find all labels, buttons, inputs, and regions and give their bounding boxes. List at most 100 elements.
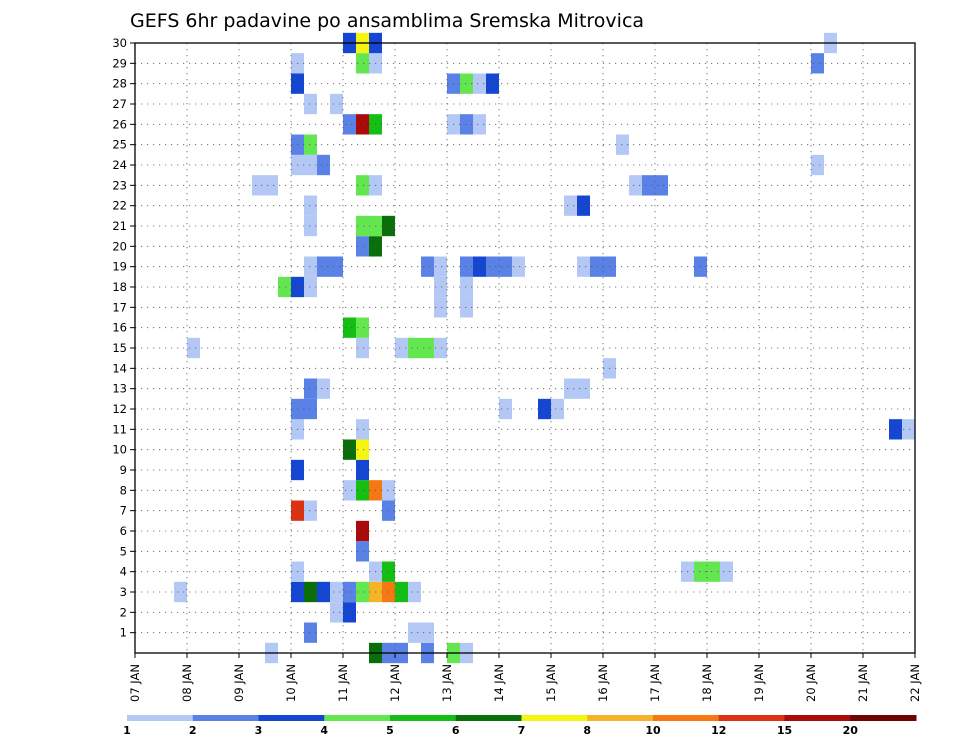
legend-swatch xyxy=(192,715,259,721)
y-tick-label: 5 xyxy=(120,544,127,558)
heatmap-cell xyxy=(590,256,603,277)
legend-swatch xyxy=(258,715,325,721)
heatmap-cell xyxy=(304,622,317,643)
y-tick-label: 25 xyxy=(112,138,127,152)
x-tick-label: 21 JAN xyxy=(856,664,870,702)
y-tick-label: 24 xyxy=(112,158,127,172)
heatmap-cell xyxy=(330,93,343,115)
y-tick-label: 2 xyxy=(120,605,127,619)
heatmap-cell xyxy=(564,378,577,399)
heatmap-cell xyxy=(356,541,369,562)
y-tick-label: 4 xyxy=(120,565,127,579)
legend-label: 6 xyxy=(452,724,460,737)
heatmap-cell xyxy=(382,581,395,603)
heatmap-cell xyxy=(356,459,369,481)
legend-label: 5 xyxy=(386,724,394,737)
heatmap-cell xyxy=(720,561,733,582)
x-tick-label: 12 JAN xyxy=(388,664,402,702)
heatmap-cell xyxy=(460,297,473,318)
heatmap-cell xyxy=(486,73,499,94)
heatmap-cell xyxy=(434,337,447,359)
heatmap-cell xyxy=(460,256,473,277)
heatmap-cell xyxy=(577,256,590,277)
legend-label: 1 xyxy=(123,724,131,737)
heatmap-cell xyxy=(395,337,408,359)
legend-swatch xyxy=(390,715,457,721)
y-tick-label: 22 xyxy=(112,199,127,213)
heatmap-cell xyxy=(434,256,447,277)
y-tick-label: 19 xyxy=(112,260,127,274)
heatmap-cell xyxy=(304,500,317,521)
legend-label: 8 xyxy=(583,724,591,737)
heatmap-cell xyxy=(317,378,330,399)
legend-swatch xyxy=(127,715,194,721)
legend-label: 7 xyxy=(518,724,526,737)
heatmap-cell xyxy=(382,480,395,501)
legend-swatch xyxy=(850,715,917,721)
heatmap-cell xyxy=(473,73,486,94)
heatmap-cell xyxy=(356,236,369,257)
heatmap-cell xyxy=(538,398,551,420)
grid-lines xyxy=(135,43,915,653)
heatmap-cell xyxy=(382,561,395,582)
heatmap-cell xyxy=(655,175,668,196)
heatmap-cell xyxy=(265,175,278,196)
x-tick-label: 08 JAN xyxy=(180,664,194,702)
legend-swatch xyxy=(324,715,391,721)
heatmap-cell xyxy=(811,53,824,74)
legend-swatch xyxy=(784,715,851,721)
y-tick-label: 20 xyxy=(112,239,127,253)
heatmap-cell xyxy=(434,276,447,298)
heatmap-cell xyxy=(694,256,707,277)
heatmap-cell xyxy=(629,175,642,196)
legend-label: 20 xyxy=(843,724,859,737)
x-tick-label: 13 JAN xyxy=(440,664,454,702)
heatmap-cell xyxy=(174,581,187,603)
heatmap-cell xyxy=(460,114,473,135)
heatmap-cell xyxy=(564,195,577,216)
heatmap-cell xyxy=(252,175,265,196)
heatmap-cell xyxy=(421,256,434,277)
heatmap-cell xyxy=(187,337,200,359)
legend-swatch xyxy=(455,715,522,721)
heatmap-cell xyxy=(473,256,486,277)
heatmap-cell xyxy=(382,215,395,237)
heatmap-cell xyxy=(317,154,330,176)
heatmap-cell xyxy=(460,276,473,298)
heatmap-cell xyxy=(902,419,915,440)
x-tick-label: 19 JAN xyxy=(752,664,766,702)
y-tick-label: 3 xyxy=(120,585,127,599)
y-tick-label: 12 xyxy=(112,402,127,416)
heatmap-cell xyxy=(304,276,317,298)
heatmap-cell xyxy=(343,114,356,135)
x-tick-label: 20 JAN xyxy=(804,664,818,702)
y-tick-label: 21 xyxy=(112,219,127,233)
y-tick-label: 14 xyxy=(112,361,127,375)
heatmap-cell xyxy=(343,439,356,460)
x-tick-label: 07 JAN xyxy=(128,664,142,702)
heatmap-cell xyxy=(577,195,590,216)
heatmap-cell xyxy=(707,561,720,582)
y-tick-label: 26 xyxy=(112,117,127,131)
heatmap-cell xyxy=(356,215,369,237)
heatmap-cell xyxy=(304,581,317,603)
x-tick-label: 16 JAN xyxy=(596,664,610,702)
heatmap-cell xyxy=(395,581,408,603)
x-tick-label: 17 JAN xyxy=(648,664,662,702)
heatmap-cell xyxy=(356,419,369,440)
heatmap-cell xyxy=(330,602,343,623)
y-tick-label: 15 xyxy=(112,341,127,355)
heatmap-cell xyxy=(304,256,317,277)
heatmap-cell xyxy=(343,317,356,338)
heatmap-cell xyxy=(473,114,486,135)
heatmap-cell xyxy=(356,337,369,359)
x-axis: 07 JAN 08 JAN 09 JAN 10 JAN 11 JAN 12 JAN 13 J… xyxy=(128,653,922,702)
legend-swatch xyxy=(653,715,720,721)
color-legend: 1 2 3 4 5 6 7 8 10 12 15 20 xyxy=(123,715,917,737)
heatmap-cell xyxy=(343,602,356,623)
y-tick-label: 10 xyxy=(112,443,127,457)
legend-label: 15 xyxy=(777,724,792,737)
y-tick-label: 18 xyxy=(112,280,127,294)
heatmap-cell xyxy=(512,256,525,277)
